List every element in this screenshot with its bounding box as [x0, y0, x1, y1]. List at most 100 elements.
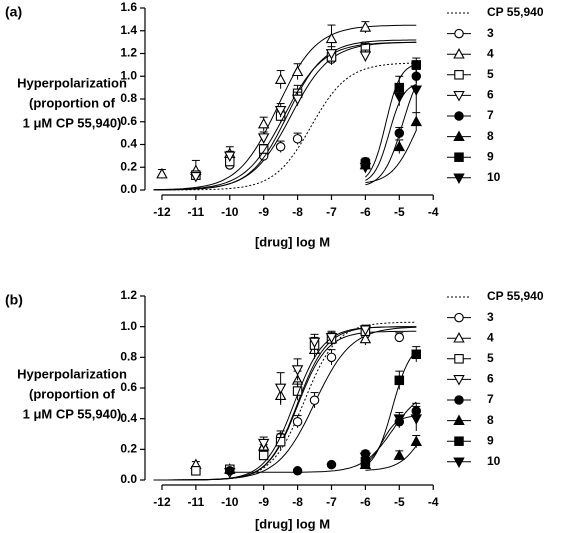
fit-curve	[229, 401, 417, 473]
panel-b: (b) Hyperpolarization (proportion of 1 μM C…	[5, 288, 544, 531]
data-point	[410, 435, 422, 447]
data-point	[393, 414, 406, 425]
series-5	[153, 326, 417, 481]
legend-marker	[454, 28, 464, 39]
data-point	[191, 466, 201, 476]
legend-marker	[453, 457, 465, 468]
y-tick-label: 1.4	[120, 23, 137, 37]
x-tick-label: -7	[326, 205, 337, 219]
data-point	[394, 128, 405, 138]
y-axis-label-line: Hyperpolarization	[17, 75, 127, 90]
fit-curve	[153, 326, 417, 481]
data-point	[308, 337, 321, 349]
legend-label: 8	[487, 129, 494, 143]
y-tick-label: 0.4	[120, 137, 137, 151]
data-point	[410, 85, 422, 97]
data-point	[257, 133, 270, 144]
data-point	[325, 49, 338, 60]
data-point	[411, 349, 422, 360]
legend-label: 9	[487, 433, 494, 447]
data-point	[258, 144, 269, 154]
y-tick-label: 0.6	[120, 380, 137, 394]
series-3	[153, 326, 417, 481]
series-6	[153, 41, 417, 191]
legend-label: 10	[487, 454, 501, 468]
data-point	[224, 151, 236, 163]
series-10	[359, 66, 422, 181]
legend: CP 55,940 3 4 5 6 7 8 9 10	[447, 289, 544, 468]
legend-label: 3	[487, 310, 494, 324]
legend-marker	[453, 173, 465, 184]
data-point	[190, 172, 202, 183]
legend-label: 6	[487, 88, 494, 102]
data-point	[257, 438, 270, 450]
data-point	[291, 94, 304, 106]
data-point	[292, 416, 303, 427]
data-point	[292, 134, 303, 144]
legend-label: 5	[487, 351, 494, 365]
data-point	[274, 383, 287, 395]
fit-curve	[153, 24, 417, 191]
legend-marker	[454, 70, 464, 80]
y-axis-label-line: (proportion of	[29, 386, 116, 401]
legend-label: 8	[487, 413, 494, 427]
data-point	[393, 92, 406, 103]
data-point	[325, 32, 338, 44]
x-tick-label: -11	[188, 205, 205, 219]
fit-curve	[365, 130, 417, 184]
y-tick-label: 0.2	[120, 442, 137, 456]
legend-label: 3	[487, 26, 494, 40]
x-axis-label: [drug] log M	[255, 234, 330, 249]
series-cp-55-940	[153, 321, 417, 481]
x-tick-label: -10	[221, 495, 239, 509]
data-point	[394, 332, 405, 343]
data-point	[309, 395, 320, 406]
data-point	[274, 106, 287, 117]
legend-label: 4	[487, 46, 494, 60]
y-tick-label: 1.2	[120, 288, 137, 302]
x-tick-label: -11	[188, 495, 205, 509]
y-tick-label: 1.0	[120, 68, 137, 82]
y-tick-label: 1.2	[120, 46, 137, 60]
y-tick-label: 0.0	[120, 182, 137, 196]
fit-curve	[153, 41, 417, 191]
data-point	[410, 414, 422, 425]
legend-label: 9	[487, 149, 494, 163]
legend-marker	[453, 375, 465, 386]
legend-label: CP 55,940	[487, 5, 544, 19]
series-cp-55-940	[153, 62, 417, 191]
data-point	[156, 167, 168, 179]
y-tick-label: 0.8	[120, 91, 137, 105]
y-tick-label: 0.0	[120, 472, 137, 486]
y-tick-label: 0.2	[120, 159, 137, 173]
panel-a: (a) Hyperpolarization (proportion of 1 μM C…	[5, 0, 544, 249]
fit-curve	[365, 83, 417, 181]
data-point	[410, 115, 422, 127]
x-tick-label: -4	[428, 495, 439, 509]
x-tick-label: -7	[326, 495, 337, 509]
data-point	[326, 459, 337, 470]
data-point	[291, 65, 304, 77]
fit-curve	[365, 350, 417, 467]
legend-marker	[454, 111, 464, 121]
y-tick-label: 0.8	[120, 350, 137, 364]
data-point	[258, 450, 269, 461]
y-tick-label: 0.6	[120, 114, 137, 128]
data-point	[359, 162, 372, 174]
x-tick-label: -5	[394, 495, 405, 509]
data-point	[359, 21, 372, 32]
x-tick-label: -12	[153, 205, 171, 219]
fit-curve	[153, 321, 417, 481]
series-10	[359, 405, 422, 464]
data-point	[326, 352, 337, 363]
x-axis-label: [drug] log M	[255, 516, 330, 531]
fit-curve	[153, 326, 417, 481]
fit-curve	[365, 64, 417, 178]
legend-marker	[453, 48, 465, 59]
fit-curve	[153, 326, 417, 481]
legend-marker	[453, 414, 465, 425]
data-point	[393, 449, 406, 460]
legend-marker	[454, 312, 464, 323]
fit-curve	[153, 330, 417, 481]
